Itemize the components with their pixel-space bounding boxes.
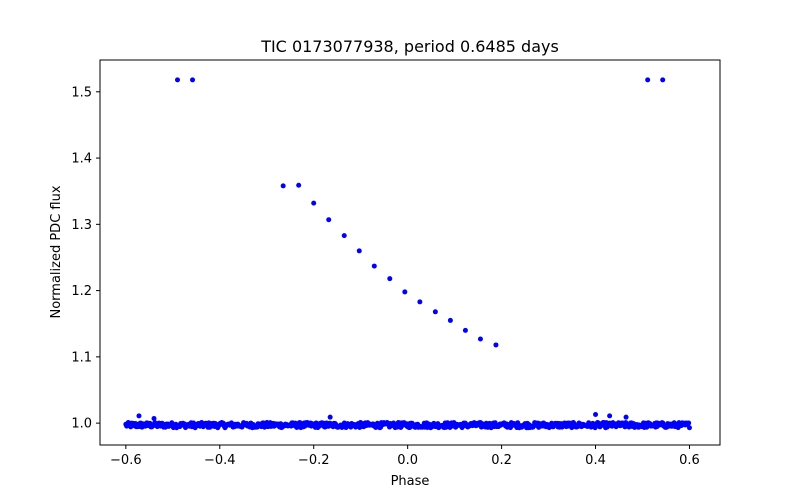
y-tick-label: 1.0 [71, 417, 92, 432]
data-point [447, 317, 453, 323]
data-point [175, 77, 180, 83]
x-tick-label: 0.2 [491, 453, 512, 468]
data-point [402, 289, 408, 295]
chart-title: TIC 0173077938, period 0.6485 days [260, 37, 559, 56]
data-point [593, 412, 599, 418]
x-tick-label: −0.4 [204, 453, 236, 468]
x-tick-label: 0.0 [397, 453, 418, 468]
data-point [136, 413, 142, 419]
data-point [645, 77, 651, 83]
data-points [123, 77, 692, 431]
data-point [432, 309, 438, 315]
y-tick-label: 1.5 [71, 85, 92, 100]
data-point [341, 233, 347, 239]
data-point [686, 425, 692, 431]
data-point [686, 420, 692, 426]
x-axis-ticks: −0.6 −0.4 −0.2 0.0 0.2 0.4 0.6 [110, 445, 700, 468]
y-tick-label: 1.4 [71, 152, 92, 167]
data-point [607, 413, 613, 419]
data-point [327, 414, 333, 420]
plot-frame [99, 59, 721, 446]
y-tick-label: 1.2 [71, 284, 92, 299]
y-axis-label: Normalized PDC flux [49, 185, 64, 318]
data-point [493, 342, 499, 348]
data-point [356, 248, 362, 254]
data-point [623, 414, 629, 420]
y-axis-ticks: 1.0 1.1 1.2 1.3 1.4 1.5 [71, 85, 100, 432]
data-point [326, 217, 332, 223]
data-point [660, 77, 666, 83]
data-point [190, 77, 196, 83]
data-point [462, 327, 468, 333]
x-tick-label: 0.4 [585, 453, 606, 468]
data-point [477, 336, 483, 342]
data-point [151, 415, 157, 421]
x-axis-label: Phase [391, 474, 430, 489]
data-point [371, 263, 377, 269]
y-tick-label: 1.1 [71, 350, 92, 365]
x-tick-label: −0.6 [110, 453, 142, 468]
x-tick-label: 0.6 [679, 453, 700, 468]
y-tick-label: 1.3 [71, 218, 92, 233]
x-tick-label: −0.2 [298, 453, 330, 468]
data-point [387, 276, 393, 282]
data-point [417, 299, 423, 305]
data-point [280, 183, 286, 189]
data-point [311, 200, 317, 206]
data-point [296, 182, 302, 188]
